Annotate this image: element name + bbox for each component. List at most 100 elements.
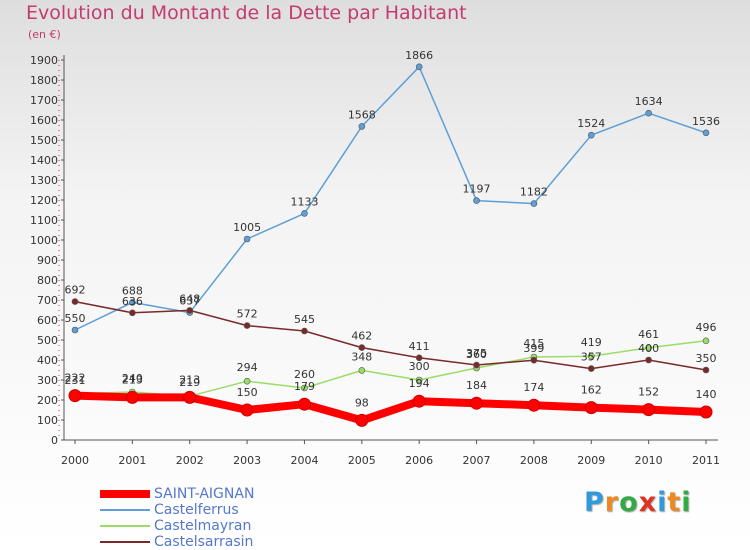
data-label: 496: [696, 321, 717, 334]
data-point: [301, 384, 308, 392]
data-point: [473, 361, 480, 369]
data-point: [358, 123, 366, 130]
data-point: [125, 390, 139, 404]
logo-letter: P: [584, 487, 605, 518]
data-point: [699, 405, 713, 419]
data-label: 240: [122, 372, 143, 385]
data-label: 213: [122, 373, 143, 386]
y-tick-label: 400: [37, 354, 58, 367]
series-line: [74, 66, 707, 331]
data-label: 300: [409, 360, 430, 373]
data-label: 1866: [405, 49, 433, 62]
data-point: [473, 197, 480, 204]
logo-letter: o: [619, 487, 639, 518]
logo-letter: i: [657, 487, 668, 518]
legend-label-saint-aignan: SAINT-AIGNAN: [154, 486, 255, 502]
chart-title: Evolution du Montant de la Dette par Hab…: [26, 2, 467, 24]
data-label: 399: [523, 342, 544, 355]
data-point: [530, 200, 538, 207]
data-label: 1524: [577, 117, 605, 130]
data-label: 360: [466, 348, 487, 361]
data-point: [186, 307, 194, 314]
y-tick-label: 1100: [30, 214, 58, 227]
logo-letter: i: [681, 487, 692, 518]
data-label: 294: [237, 361, 258, 374]
x-tick-label: 2000: [61, 454, 89, 467]
data-point: [243, 322, 251, 329]
legend-item-saint-aignan: SAINT-AIGNAN: [100, 486, 254, 502]
x-tick-label: 2009: [577, 454, 605, 467]
data-label: 692: [65, 284, 86, 297]
y-tick-label: 300: [37, 374, 58, 387]
data-point: [355, 413, 369, 427]
y-tick-label: 1200: [30, 194, 58, 207]
data-label: 648: [179, 292, 200, 305]
data-label: 1133: [290, 195, 318, 208]
data-label: 375: [466, 347, 487, 360]
data-point: [527, 398, 541, 412]
data-label: 1634: [635, 95, 663, 108]
data-point: [645, 356, 652, 364]
legend: SAINT-AIGNAN Castelferrus Castelmayran C…: [100, 486, 254, 550]
series-line: [74, 300, 707, 371]
y-tick-label: 0: [51, 434, 58, 447]
data-point: [297, 397, 311, 411]
data-label: 461: [638, 328, 659, 341]
data-label: 550: [65, 312, 86, 325]
data-point: [415, 376, 423, 384]
y-tick-label: 200: [37, 394, 58, 407]
series-line: [74, 340, 707, 397]
data-point: [71, 298, 79, 305]
data-point: [412, 394, 426, 408]
data-point: [301, 327, 308, 335]
data-label: 98: [355, 396, 369, 409]
data-label: 462: [351, 330, 372, 343]
chart-subtitle: (en €): [28, 28, 61, 41]
y-tick-label: 800: [37, 274, 58, 287]
data-point: [301, 210, 308, 217]
data-point: [358, 367, 366, 374]
data-point: [702, 337, 710, 345]
y-tick-label: 900: [37, 254, 58, 267]
data-label: 1005: [233, 221, 261, 234]
legend-swatch-castelmayran: [100, 525, 150, 527]
data-point: [71, 326, 79, 334]
legend-label-castelmayran: Castelmayran: [154, 518, 252, 534]
data-point: [243, 235, 251, 243]
y-tick-label: 1400: [30, 154, 58, 167]
legend-swatch-castelsarrasin: [100, 541, 150, 543]
data-label: 219: [179, 376, 200, 389]
x-tick-label: 2011: [692, 454, 720, 467]
series-line: [71, 391, 710, 425]
x-tick-label: 2008: [520, 454, 548, 467]
x-tick-label: 2004: [290, 454, 318, 467]
data-label: 1182: [520, 186, 548, 199]
legend-item-castelferrus: Castelferrus: [100, 502, 254, 518]
x-tick-label: 2010: [635, 454, 663, 467]
x-tick-label: 2003: [233, 454, 261, 467]
legend-item-castelmayran: Castelmayran: [100, 518, 254, 534]
data-point: [530, 356, 538, 364]
data-label: 357: [581, 351, 602, 364]
data-label: 150: [237, 386, 258, 399]
data-label: 411: [409, 340, 430, 353]
data-label: 174: [523, 381, 544, 394]
data-label: 419: [581, 336, 602, 349]
data-label: 179: [294, 380, 315, 393]
legend-item-castelsarrasin: Castelsarrasin: [100, 534, 254, 550]
data-label: 1536: [692, 115, 720, 128]
data-point: [702, 129, 710, 137]
data-point: [415, 63, 423, 71]
data-point: [645, 109, 652, 117]
x-tick-label: 2006: [405, 454, 433, 467]
data-label: 400: [638, 342, 659, 355]
data-label: 140: [696, 388, 717, 401]
y-tick-label: 700: [37, 294, 58, 307]
data-point: [129, 299, 136, 306]
data-label: 162: [581, 384, 602, 397]
data-point: [645, 344, 652, 352]
data-label: 350: [696, 352, 717, 365]
data-label: 637: [179, 295, 200, 308]
